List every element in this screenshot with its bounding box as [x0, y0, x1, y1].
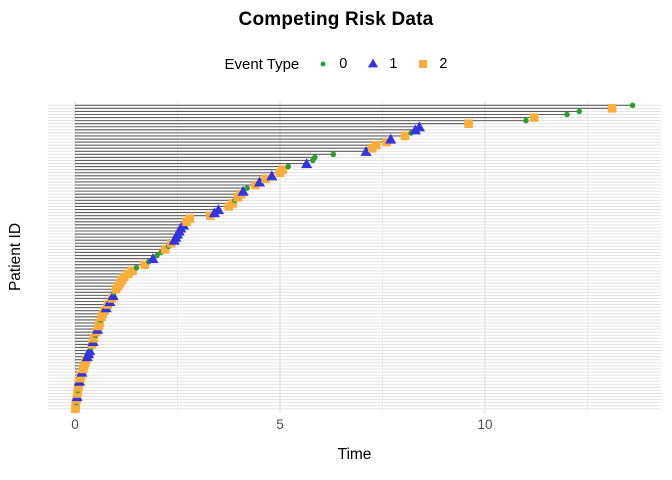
- event-marker-1: [413, 121, 425, 132]
- event-marker-0: [576, 108, 583, 115]
- x-axis-title: Time: [337, 446, 372, 463]
- event-marker-0: [564, 111, 570, 118]
- event-marker-2: [607, 104, 617, 113]
- chart-title: Competing Risk Data: [238, 9, 434, 30]
- event-marker-0: [285, 163, 292, 170]
- event-marker-1: [253, 176, 266, 187]
- event-marker-1: [385, 133, 397, 144]
- event-marker-0: [244, 185, 250, 191]
- event-marker-2: [185, 214, 195, 224]
- event-marker-1: [301, 158, 313, 169]
- event-marker-0: [629, 102, 636, 109]
- legend-item-1: 1: [365, 56, 397, 72]
- square-glyph: [419, 60, 428, 68]
- x-tick-label: 0: [71, 417, 79, 432]
- legend-item-0: 0: [315, 56, 347, 72]
- x-tick-label: 10: [477, 417, 493, 432]
- event-marker-0: [154, 252, 160, 259]
- legend-items: 0 1 2: [315, 56, 448, 72]
- legend-label: 2: [439, 56, 448, 72]
- event-marker-1: [84, 345, 96, 356]
- event-marker-1: [237, 185, 249, 196]
- y-axis-title: Patient ID: [7, 222, 24, 292]
- event-marker-2: [228, 199, 238, 208]
- event-marker-0: [523, 117, 529, 124]
- event-marker-2: [89, 333, 99, 343]
- event-marker-2: [529, 113, 539, 122]
- event-marker-2: [261, 174, 270, 184]
- event-marker-2: [400, 131, 410, 141]
- legend: Event Type 0 1 2: [0, 53, 672, 75]
- event-marker-2: [140, 260, 149, 270]
- event-marker-0: [312, 154, 318, 161]
- event-marker-2: [71, 401, 81, 411]
- event-marker-0: [330, 151, 337, 158]
- event-marker-1: [147, 253, 159, 264]
- x-tick-label: 5: [276, 417, 284, 432]
- triangle-glyph: [368, 58, 379, 68]
- event-marker-2: [160, 245, 170, 254]
- legend-item-2: 2: [415, 56, 448, 72]
- event-marker-2: [95, 318, 104, 328]
- circle-glyph: [320, 61, 326, 67]
- event-marker-2: [278, 165, 288, 174]
- event-marker-0: [133, 264, 140, 271]
- event-marker-2: [128, 266, 137, 276]
- event-marker-2: [372, 140, 381, 150]
- event-marker-2: [464, 119, 473, 128]
- event-marker-1: [212, 204, 225, 215]
- circle-legend-marker-icon: [320, 61, 326, 67]
- event-marker-2: [73, 389, 82, 398]
- triangle-legend-marker-icon: [368, 58, 379, 68]
- event-marker-1: [266, 170, 278, 181]
- legend-label: 1: [389, 56, 398, 72]
- event-marker-1: [360, 145, 372, 156]
- legend-label: 0: [339, 56, 348, 72]
- legend-title: Event Type: [224, 55, 300, 73]
- square-legend-marker-icon: [419, 60, 428, 68]
